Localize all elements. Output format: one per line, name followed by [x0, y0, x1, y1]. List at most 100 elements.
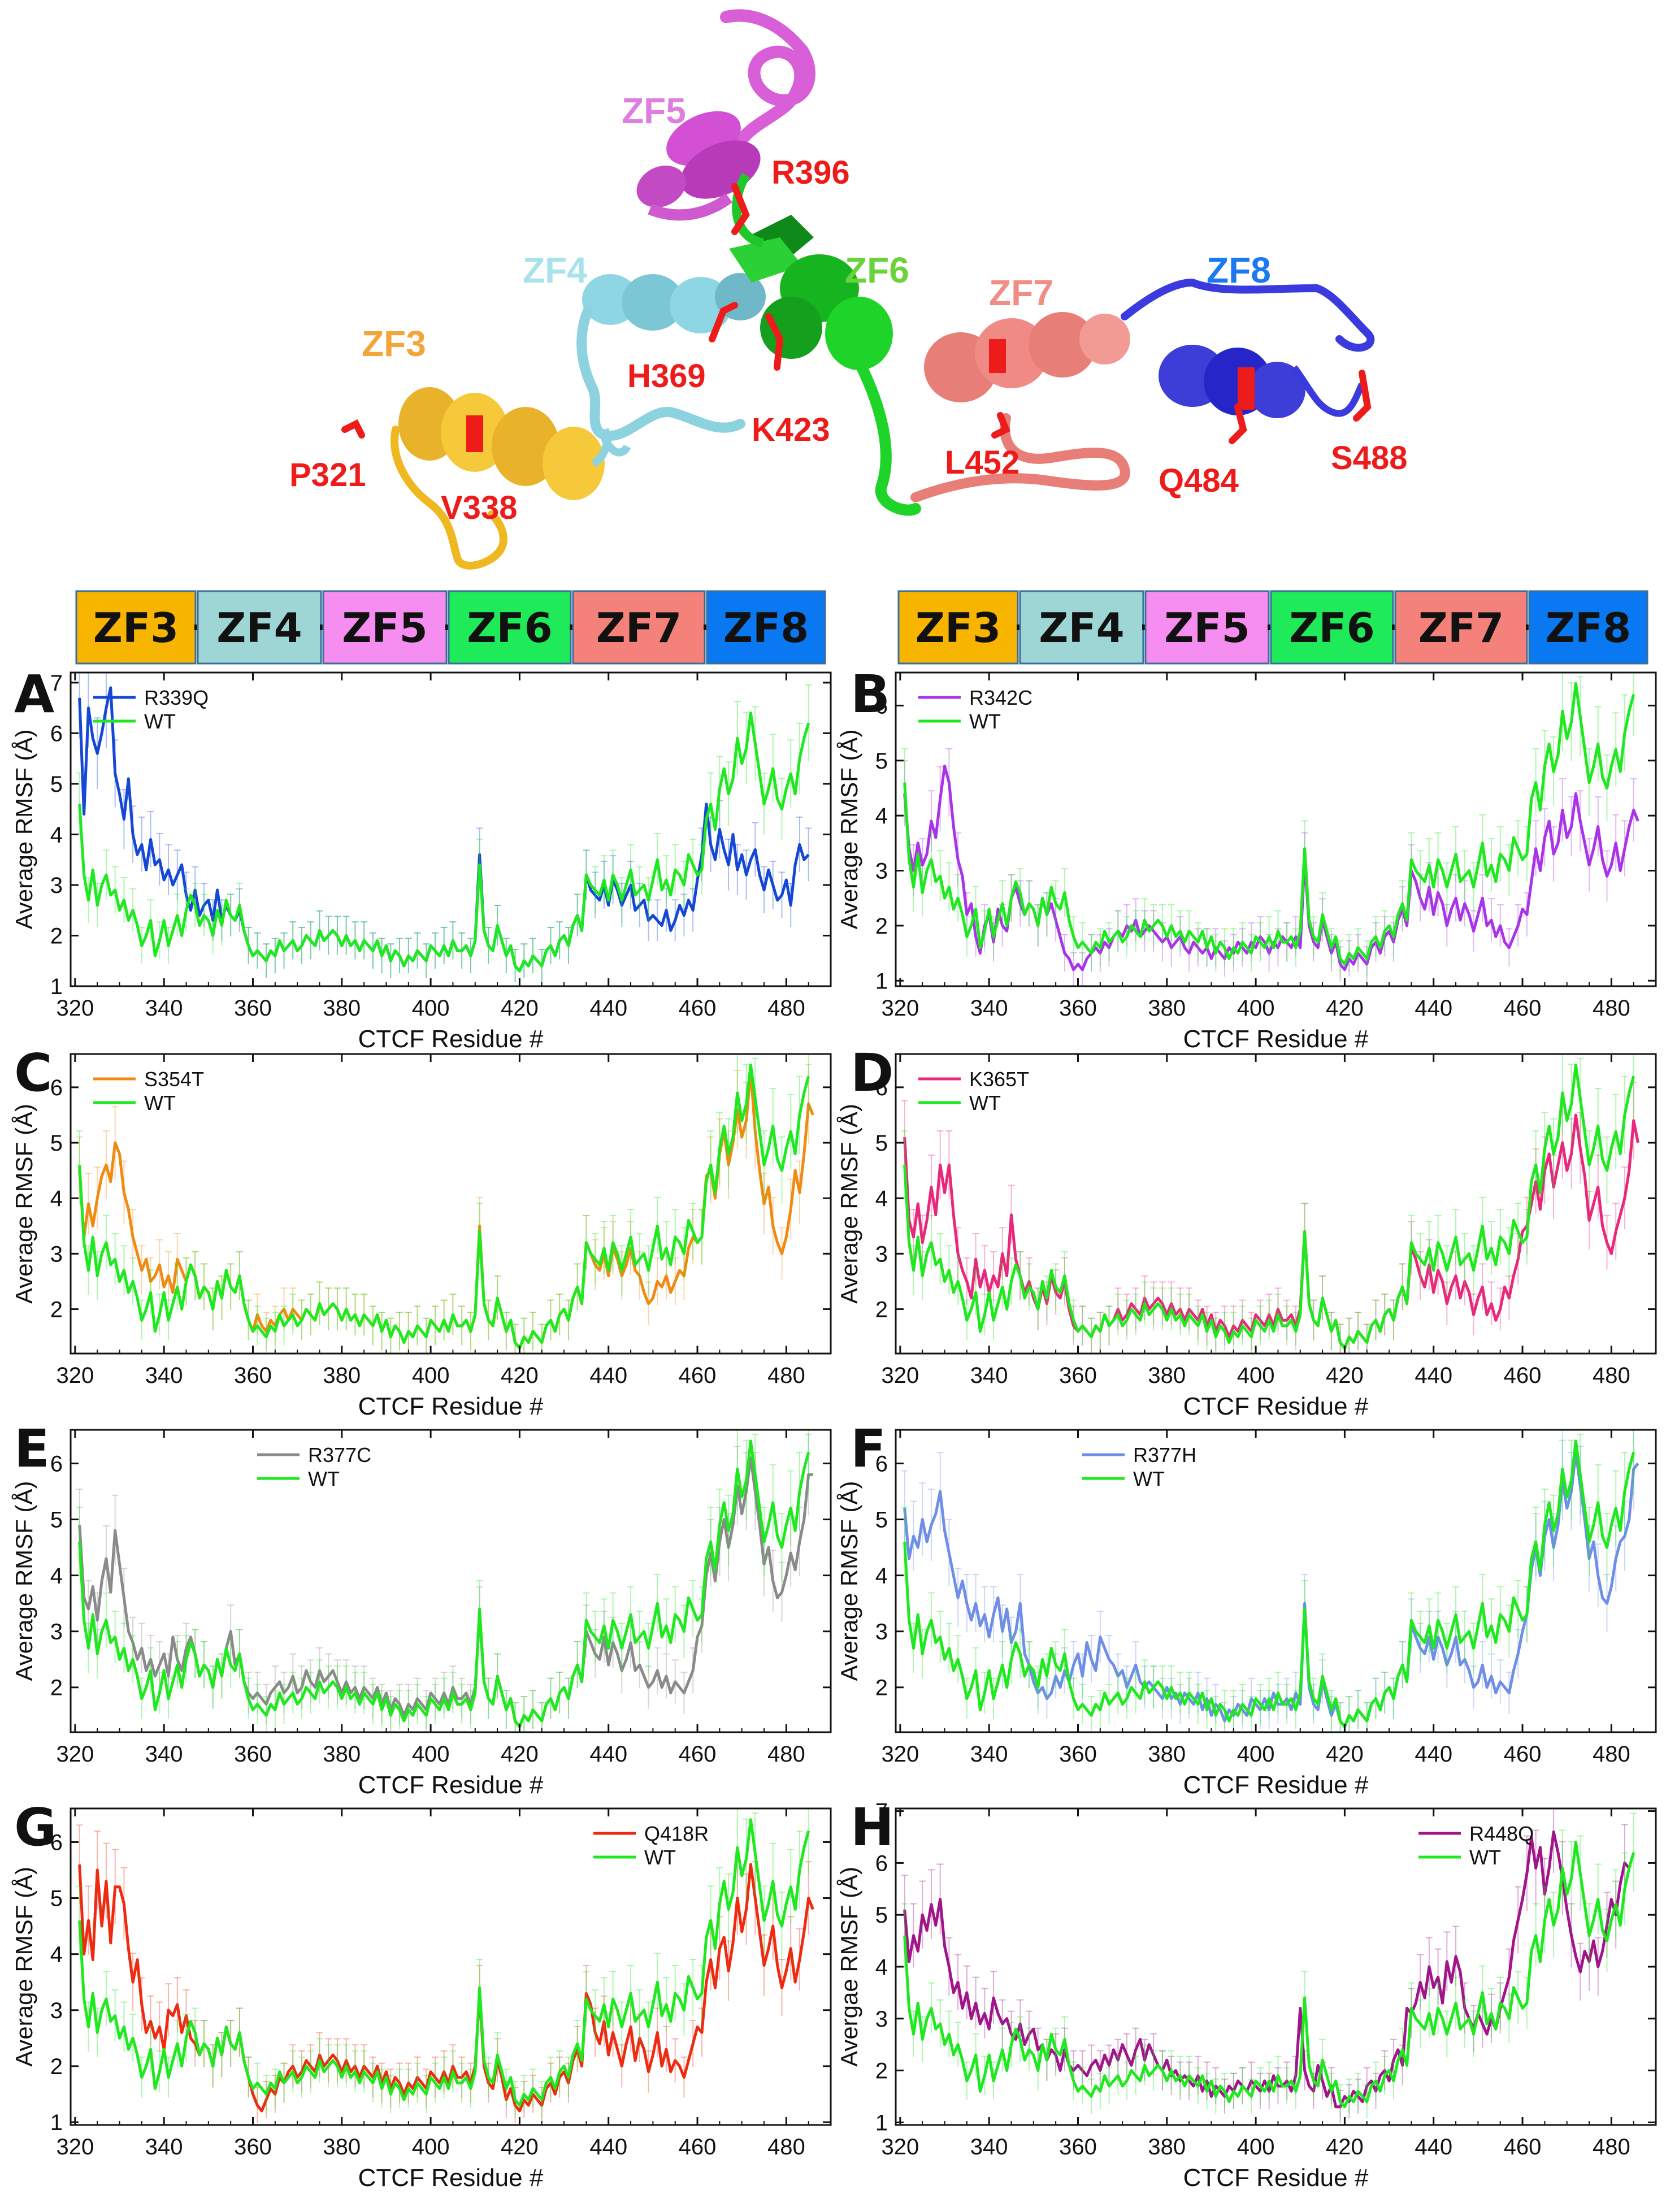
x-tick-label: 400	[412, 1363, 450, 1388]
panel-letter: F	[851, 1419, 886, 1479]
legend-label: WT	[644, 1846, 676, 1869]
x-tick-label: 440	[589, 1363, 627, 1388]
y-tick-label: 3	[50, 1998, 63, 2023]
series-wt	[901, 672, 1637, 977]
x-tick-label: 320	[56, 1742, 94, 1767]
chart-panel-g: G 320 340 360 380 400 420 440 460 480 1 2 3 4 5 6 CTCF R…	[11, 1797, 832, 2192]
x-tick-label: 320	[881, 1742, 919, 1767]
y-tick-label: 3	[875, 1620, 888, 1645]
zf8-label: ZF8	[1207, 250, 1271, 290]
x-tick-label: 440	[1415, 1742, 1452, 1767]
x-tick-label: 460	[1504, 2135, 1542, 2159]
legend-label: WT	[969, 710, 1001, 733]
domain-box-label: ZF8	[723, 604, 809, 652]
y-tick-label: 2	[875, 1297, 888, 1322]
y-tick-label: 6	[50, 1451, 63, 1476]
zf6-ribbon	[729, 172, 921, 516]
residue-label-p321: P321	[289, 457, 366, 493]
y-tick-label: 3	[875, 2007, 888, 2032]
residue-label-k423: K423	[752, 411, 830, 448]
y-tick-label: 5	[875, 749, 888, 774]
y-tick-label: 6	[50, 1075, 63, 1100]
error-bars	[901, 1808, 1628, 2123]
y-tick-label: 6	[875, 1451, 888, 1476]
x-tick-label: 340	[145, 1363, 183, 1388]
y-tick-label: 1	[875, 969, 888, 994]
y-tick-label: 4	[50, 822, 63, 847]
x-tick-label: 400	[412, 2135, 450, 2159]
y-tick-label: 5	[50, 1508, 63, 1533]
y-tick-label: 2	[875, 914, 888, 939]
chart-panel-f: F 320 340 360 380 400 420 440 460 480 2 3 4 5 6 CTCF Re…	[836, 1419, 1657, 1799]
x-tick-label: 320	[881, 1363, 919, 1388]
residue-label-r396: R396	[771, 154, 850, 191]
y-tick-label: 2	[875, 2059, 888, 2084]
y-tick-label: 2	[50, 1676, 63, 1701]
y-tick-label: 4	[875, 1564, 888, 1589]
domain-box-zf8	[706, 590, 826, 665]
series-line-wt	[78, 1064, 810, 1350]
series-line-wt	[78, 1818, 810, 2107]
domain-box-zf3	[897, 590, 1019, 665]
y-tick-label: 6	[875, 1075, 888, 1100]
plot-frame	[70, 1053, 832, 1355]
plot-frame	[70, 1807, 832, 2126]
x-axis-label: CTCF Residue #	[358, 2164, 544, 2192]
x-tick-label: 380	[1148, 996, 1186, 1021]
x-tick-label: 420	[1326, 1742, 1364, 1767]
y-tick-label: 1	[50, 2110, 63, 2135]
plot-frame	[70, 671, 832, 987]
x-tick-label: 320	[56, 996, 94, 1021]
domain-bar-right: ZF3 ZF4 ZF5 ZF6 ZF7 ZF8	[897, 590, 1648, 665]
x-axis-label: CTCF Residue #	[358, 1025, 544, 1053]
x-tick-label: 360	[234, 2135, 272, 2159]
residue-label-v338: V338	[441, 489, 517, 526]
y-tick-label: 6	[50, 721, 63, 746]
x-axis-label: CTCF Residue #	[358, 1393, 544, 1420]
error-bars	[76, 1808, 812, 2118]
legend-label: R377C	[308, 1443, 371, 1467]
x-tick-label: 480	[1593, 1742, 1630, 1767]
legend-label: WT	[969, 1091, 1001, 1114]
chart-panel-d: D 320 340 360 380 400 420 440 460 480 2 3 4 5 6 CTCF Re…	[836, 1043, 1657, 1420]
y-tick-label: 2	[50, 2054, 63, 2079]
x-tick-label: 420	[501, 2135, 539, 2159]
legend-label: WT	[144, 710, 176, 733]
y-tick-label: 4	[50, 1942, 63, 1967]
residue-label-l452: L452	[945, 444, 1019, 481]
y-tick-label: 1	[50, 974, 63, 999]
x-tick-label: 340	[970, 996, 1008, 1021]
y-axis-label: Average RMSF (Å)	[836, 1481, 862, 1681]
x-tick-label: 480	[767, 996, 805, 1021]
x-axis-label: CTCF Residue #	[1183, 1025, 1369, 1053]
x-tick-label: 460	[1504, 1742, 1542, 1767]
residue-sticks	[341, 183, 1372, 444]
rmsf-panels: A 320 340 360 380 400 420 440 460 480 1 2 3 4 5 6 7 CTCF …	[11, 664, 1657, 2192]
legend-label: R448Q	[1469, 1822, 1534, 1845]
y-tick-label: 6	[875, 693, 888, 718]
x-tick-label: 480	[1593, 996, 1630, 1021]
series-wt	[76, 1053, 812, 1354]
y-axis-label: Avergae RMSF (Å)	[836, 1867, 862, 2067]
panel-letter: C	[14, 1043, 53, 1103]
x-tick-label: 380	[323, 1742, 361, 1767]
y-tick-label: 4	[875, 1186, 888, 1211]
y-tick-label: 4	[875, 1955, 888, 1980]
x-tick-label: 360	[234, 1742, 272, 1767]
plot-frame	[895, 671, 1657, 987]
x-tick-label: 360	[1059, 2135, 1097, 2159]
series-r339q	[76, 672, 812, 983]
x-tick-label: 380	[1148, 2135, 1186, 2159]
y-tick-label: 2	[875, 1676, 888, 1701]
plot-frame	[70, 1429, 832, 1733]
error-bars	[76, 1053, 812, 1354]
y-tick-label: 3	[50, 873, 63, 898]
series-line-wt	[903, 1841, 1635, 2109]
x-tick-label: 440	[1415, 996, 1452, 1021]
x-tick-label: 320	[881, 2135, 919, 2159]
legend-label: Q418R	[644, 1822, 709, 1845]
x-tick-label: 320	[881, 996, 919, 1021]
x-tick-label: 440	[589, 1742, 627, 1767]
zf7-label: ZF7	[989, 272, 1053, 313]
